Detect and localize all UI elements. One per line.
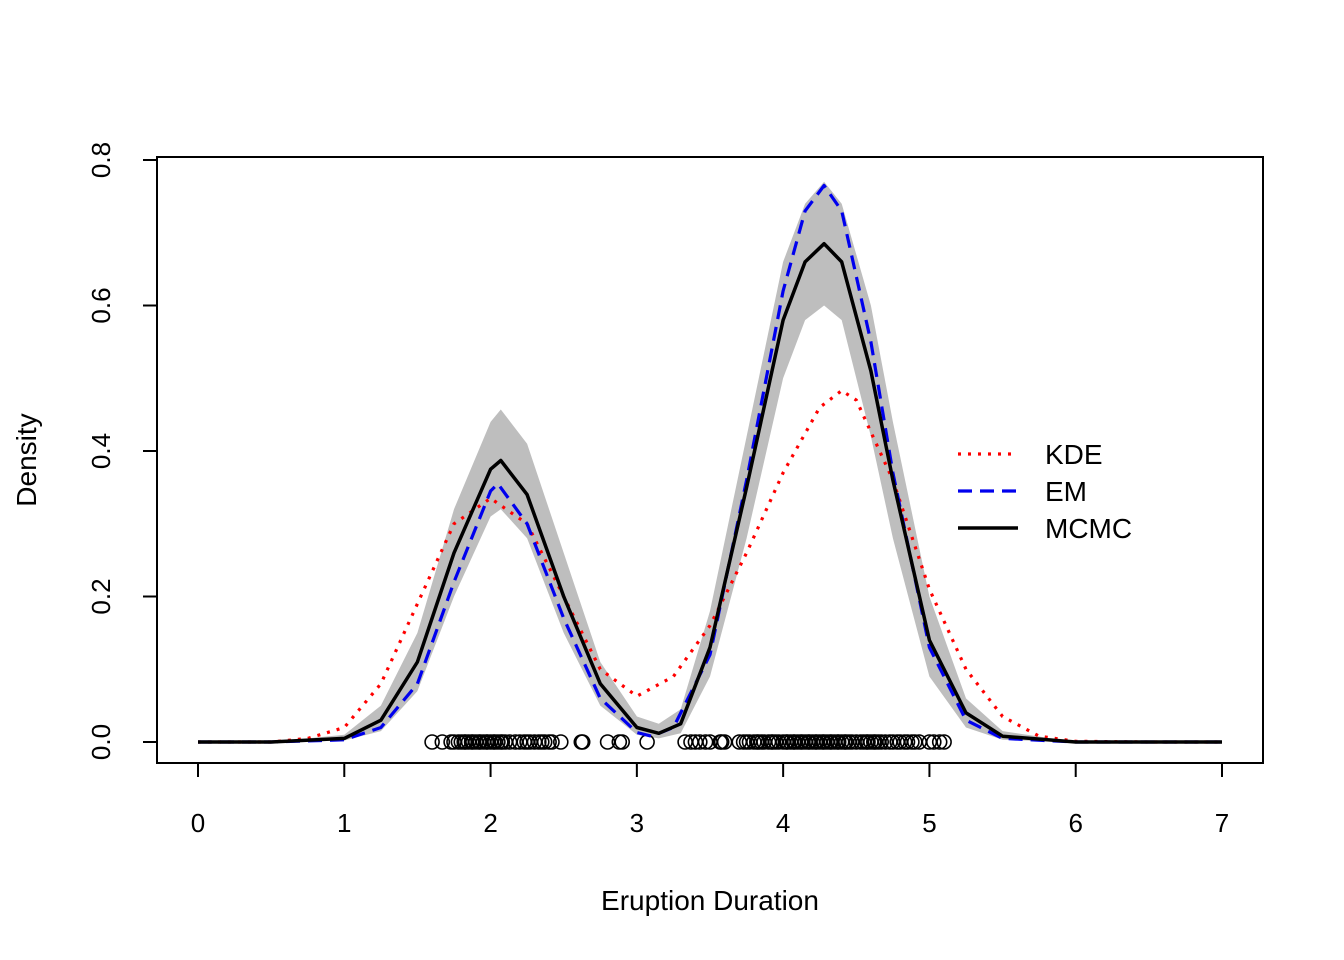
rug-point [691, 734, 708, 750]
y-axis-title: Density [11, 413, 42, 506]
data-rug [424, 734, 952, 750]
credible-band-area [198, 181, 1222, 743]
x-tick-label: 0 [191, 808, 205, 838]
legend-label: MCMC [1045, 513, 1132, 544]
series-line-mcmc [198, 241, 1222, 744]
x-tick-label: 7 [1215, 808, 1229, 838]
legend: KDE EM MCMC [958, 439, 1132, 544]
rug-point [931, 734, 948, 750]
rug-point [536, 734, 553, 750]
rug-point [936, 734, 952, 750]
legend-label: EM [1045, 476, 1087, 507]
rug-point [614, 734, 631, 750]
x-tick-label: 6 [1068, 808, 1082, 838]
rug-point [552, 734, 569, 750]
y-tick-label: 0.0 [86, 724, 116, 760]
rug-point [434, 734, 451, 750]
rug-point [873, 734, 890, 750]
x-axis-title: Eruption Duration [601, 885, 819, 916]
density-lines [198, 183, 1222, 744]
y-tick-label: 0.4 [86, 433, 116, 469]
x-tick-label: 1 [337, 808, 351, 838]
rug-point [574, 734, 591, 750]
y-axis: 0.0 0.2 0.4 0.6 0.8 [86, 142, 158, 760]
rug-point [639, 734, 655, 750]
mcmc-credible-band [198, 181, 1222, 743]
x-tick-label: 4 [776, 808, 790, 838]
rug-point [424, 734, 440, 750]
y-tick-label: 0.6 [86, 287, 116, 323]
rug-point [899, 734, 916, 750]
x-axis: 0 1 2 3 4 5 6 7 [191, 762, 1229, 838]
x-tick-label: 2 [483, 808, 497, 838]
y-tick-label: 0.2 [86, 578, 116, 614]
series-line-kde [198, 389, 1222, 744]
rug-point [925, 734, 942, 750]
x-tick-label: 5 [922, 808, 936, 838]
x-tick-label: 3 [630, 808, 644, 838]
legend-label: KDE [1045, 439, 1103, 470]
rug-point [544, 734, 560, 750]
y-tick-label: 0.8 [86, 142, 116, 178]
